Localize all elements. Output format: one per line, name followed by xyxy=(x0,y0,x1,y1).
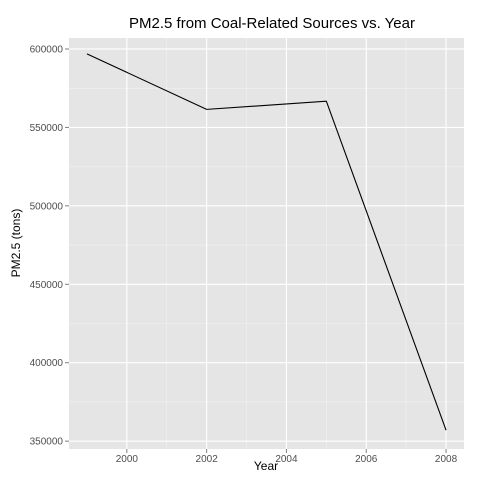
x-axis-ticks: 2000 2002 2004 2006 2008 xyxy=(116,449,458,465)
y-tick-label: 550000 xyxy=(30,123,64,134)
chart-title: PM2.5 from Coal-Related Sources vs. Year xyxy=(129,15,415,32)
x-tick-label: 2004 xyxy=(275,454,298,465)
y-tick-label: 350000 xyxy=(30,437,64,448)
series-line xyxy=(86,53,447,431)
x-tick-label: 2006 xyxy=(355,454,378,465)
y-tick-label: 600000 xyxy=(30,44,64,55)
x-tick-label: 2000 xyxy=(116,454,139,465)
y-tick-label: 500000 xyxy=(30,201,64,212)
y-axis-ticks: 350000 400000 450000 500000 550000 600000 xyxy=(30,44,69,448)
y-tick-label: 400000 xyxy=(30,358,64,369)
series-layer xyxy=(86,53,447,431)
y-tick-label: 450000 xyxy=(30,280,64,291)
major-gridlines xyxy=(69,38,464,449)
x-axis-title: Year xyxy=(254,459,278,473)
x-tick-label: 2008 xyxy=(435,454,458,465)
y-axis-title: PM2.5 (tons) xyxy=(9,209,23,278)
x-tick-label: 2002 xyxy=(196,454,219,465)
minor-gridlines xyxy=(69,38,464,449)
plot-panel xyxy=(69,38,464,449)
